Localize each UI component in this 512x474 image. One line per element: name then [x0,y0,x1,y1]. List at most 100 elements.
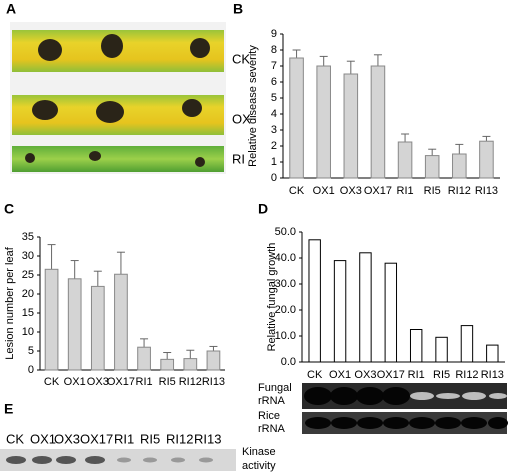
y-tick-label: 4 [271,108,277,120]
blot-label: rRNA [258,423,286,435]
lane-label: RI13 [194,431,221,446]
x-tick-label: RI5 [159,376,176,388]
y-tick-label: 40.0 [275,252,296,264]
panel-label: D [258,201,268,217]
bar [384,262,398,363]
lane-label: OX3 [54,431,80,446]
x-tick-label: OX17 [107,376,135,388]
bar [289,57,304,179]
bar [308,239,321,363]
bar [370,65,386,179]
panel-label: B [233,1,243,17]
bar [333,260,347,363]
bar [452,153,467,179]
bar [409,329,423,363]
x-tick-label: OX1 [64,376,86,388]
x-tick-label: OX17 [364,185,392,197]
leaf-label: CK [232,51,250,66]
y-tick-label: 10 [22,326,34,338]
x-tick-label: RI12 [455,369,478,381]
bar [44,268,59,371]
y-tick-label: 30 [22,250,34,262]
panel-label: E [4,401,13,417]
x-tick-label: OX3 [354,369,376,381]
y-tick-label: 6 [271,76,277,88]
x-tick-label: CK [44,376,60,388]
bar [90,285,105,371]
x-tick-label: RI5 [424,185,441,197]
y-tick-label: 30.0 [275,278,296,290]
bar [435,336,448,363]
x-tick-label: RI12 [448,185,471,197]
kinase-blot [0,449,236,471]
lane-label: CK [6,431,24,446]
bar [316,65,331,179]
bar [206,350,221,371]
x-tick-label: RI13 [475,185,498,197]
bar [343,73,359,179]
x-tick-label: OX17 [377,369,405,381]
panel-label: A [6,1,16,17]
bar [479,140,494,179]
y-tick-label: 0 [271,172,277,184]
bar [183,358,198,371]
bar [359,252,372,363]
x-tick-label: RI1 [136,376,153,388]
y-tick-label: 1 [271,156,277,168]
blot-label: rRNA [258,395,286,407]
y-tick-label: 10.0 [275,330,296,342]
x-tick-label: RI1 [397,185,414,197]
x-tick-label: RI5 [433,369,450,381]
y-tick-label: 35 [22,231,34,243]
y-tick-label: 9 [271,28,277,40]
x-tick-label: OX3 [87,376,109,388]
x-tick-label: OX1 [313,185,335,197]
x-tick-label: RI13 [481,369,504,381]
blot-caption: Kinase [242,446,276,458]
y-tick-label: 15 [22,307,34,319]
x-tick-label: RI12 [179,376,202,388]
bar [160,358,175,371]
y-tick-label: 7 [271,60,277,72]
lane-label: RI1 [114,431,134,446]
y-tick-label: 2 [271,140,277,152]
y-axis-label: Relative fungal growth [266,243,278,352]
y-tick-label: 20 [22,288,34,300]
y-axis-label: Relative disease severity [247,45,259,167]
bar [397,141,413,179]
panel-label: C [4,201,14,217]
leaf-photo [10,22,226,174]
lane-label: RI5 [140,431,160,446]
bar [67,278,82,371]
blot-caption: activity [242,460,276,472]
y-tick-label: 5 [271,92,277,104]
leaf-label: OX [232,111,251,126]
y-tick-label: 8 [271,44,277,56]
x-tick-label: OX1 [329,369,351,381]
y-tick-label: 0.0 [281,356,296,368]
y-tick-label: 20.0 [275,304,296,316]
lane-label: OX1 [30,431,56,446]
blot-label: Rice [258,410,280,422]
lane-label: RI12 [166,431,193,446]
x-tick-label: CK [307,369,323,381]
y-tick-label: 0 [28,364,34,376]
x-tick-label: OX3 [340,185,362,197]
bar [460,325,474,363]
lane-label: OX17 [80,431,113,446]
y-tick-label: 3 [271,124,277,136]
y-tick-label: 50.0 [275,226,296,238]
bar [137,346,151,371]
bar [114,273,128,371]
x-tick-label: CK [289,185,305,197]
x-tick-label: RI13 [202,376,225,388]
y-axis-label: Lesion number per leaf [4,246,16,359]
y-tick-label: 5 [28,345,34,357]
bar [486,344,499,363]
northern-blot [302,383,508,434]
blot-label: Fungal [258,382,292,394]
y-tick-label: 25 [22,269,34,281]
x-tick-label: RI1 [408,369,425,381]
leaf-label: RI [232,151,245,166]
